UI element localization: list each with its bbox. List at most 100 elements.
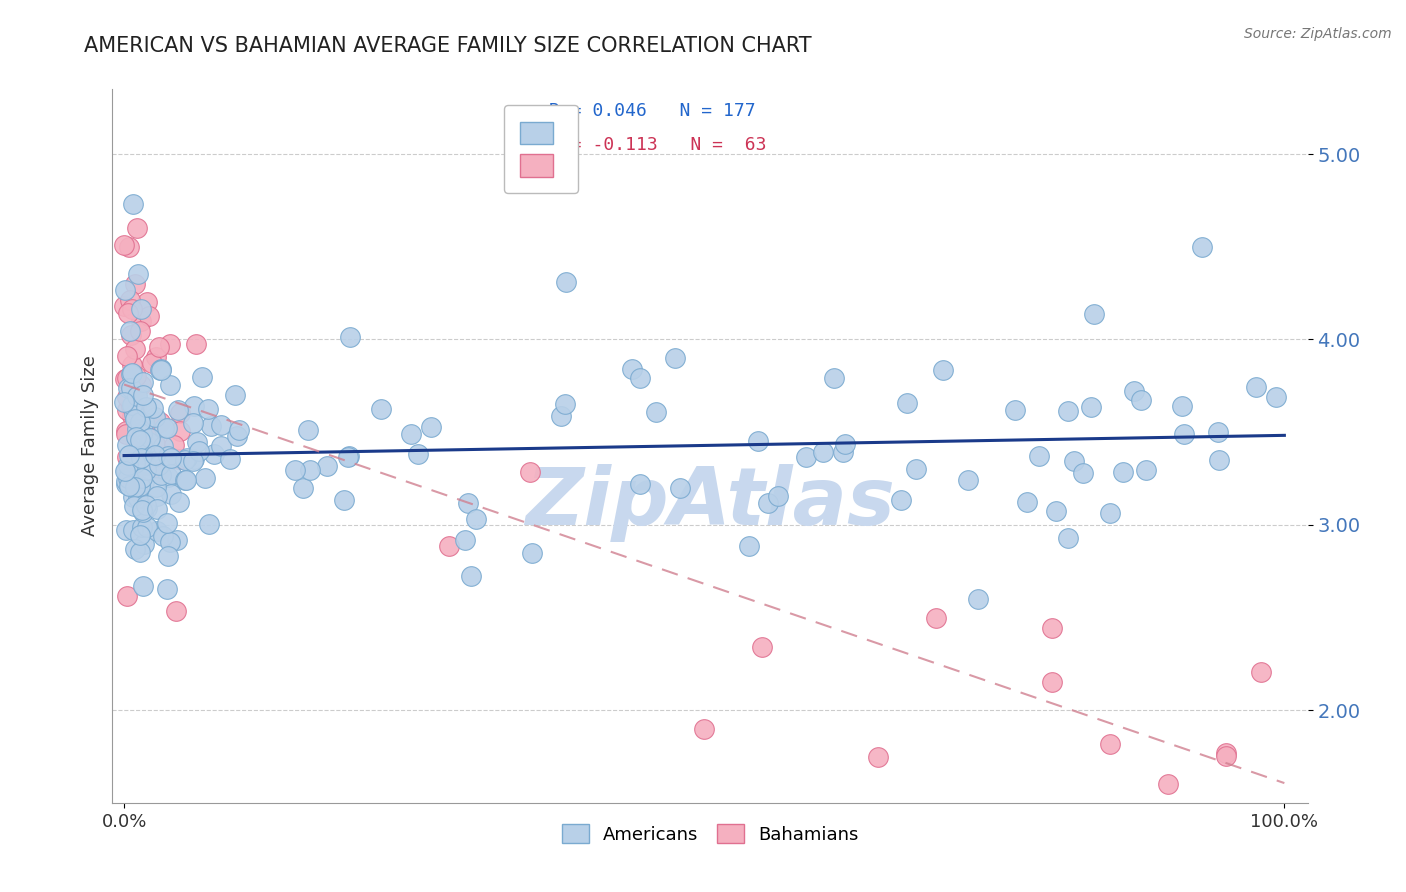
Point [190, 370, 212, 384]
Point [124, 499, 146, 513]
Point [896, 395, 918, 409]
Point [124, 456, 146, 470]
Point [406, 446, 429, 460]
Point [1208, 453, 1230, 467]
Point [1057, 531, 1080, 545]
Point [153, 421, 176, 435]
Point [117, 381, 139, 395]
Point [813, 445, 835, 459]
Point [181, 417, 204, 431]
Point [115, 450, 138, 464]
Point [118, 324, 141, 338]
Point [131, 426, 153, 441]
Point [135, 458, 157, 472]
Point [122, 490, 145, 504]
Point [117, 390, 139, 404]
Point [149, 416, 172, 430]
Point [1250, 665, 1272, 680]
Point [152, 528, 174, 542]
Point [167, 495, 190, 509]
Point [121, 409, 143, 423]
Point [693, 722, 716, 736]
Point [159, 535, 181, 549]
Point [118, 293, 141, 307]
Point [131, 502, 153, 516]
Point [1171, 399, 1194, 413]
Point [141, 356, 163, 370]
Point [120, 399, 142, 413]
Point [145, 351, 167, 365]
Point [118, 448, 141, 462]
Point [125, 429, 148, 443]
Point [141, 420, 163, 434]
Point [162, 438, 184, 452]
Point [1017, 494, 1039, 508]
Point [159, 378, 181, 392]
Point [554, 397, 576, 411]
Point [160, 487, 183, 501]
Point [453, 533, 475, 548]
Point [115, 349, 138, 363]
Point [121, 398, 143, 412]
Point [132, 388, 155, 402]
Point [134, 498, 156, 512]
Point [127, 422, 149, 436]
Point [834, 437, 856, 451]
Point [1040, 621, 1063, 635]
Point [152, 439, 174, 453]
Point [114, 464, 136, 478]
Point [143, 437, 166, 451]
Point [117, 306, 139, 320]
Point [117, 590, 139, 604]
Point [136, 519, 159, 533]
Point [419, 420, 441, 434]
Point [437, 539, 460, 553]
Point [121, 301, 143, 316]
Point [143, 410, 166, 425]
Point [131, 471, 153, 485]
Point [115, 424, 138, 438]
Point [1040, 675, 1063, 690]
Point [118, 240, 141, 254]
Point [1045, 504, 1067, 518]
Point [129, 324, 152, 338]
Point [299, 463, 322, 477]
Point [129, 377, 152, 392]
Point [125, 389, 148, 403]
Point [370, 402, 392, 417]
Point [904, 462, 927, 476]
Point [112, 394, 135, 409]
Point [1099, 738, 1122, 752]
Point [669, 481, 692, 495]
Text: R = 0.046   N = 177: R = 0.046 N = 177 [548, 103, 755, 120]
Point [156, 450, 179, 464]
Point [129, 301, 152, 316]
Point [173, 452, 195, 467]
Point [149, 467, 172, 482]
Y-axis label: Average Family Size: Average Family Size [80, 356, 98, 536]
Point [519, 465, 541, 479]
Point [131, 376, 153, 390]
Point [1063, 454, 1085, 468]
Point [114, 372, 136, 386]
Point [139, 431, 162, 445]
Point [122, 523, 145, 537]
Point [117, 458, 139, 472]
Point [120, 367, 142, 381]
Point [183, 399, 205, 413]
Point [156, 470, 179, 484]
Point [122, 196, 145, 211]
Text: R = -0.113   N =  63: R = -0.113 N = 63 [548, 136, 766, 153]
Point [738, 539, 761, 553]
Point [183, 451, 205, 466]
Point [890, 492, 912, 507]
Point [284, 463, 307, 477]
Point [125, 221, 148, 235]
Point [145, 502, 167, 516]
Point [337, 449, 360, 463]
Point [142, 401, 165, 415]
Point [143, 448, 166, 462]
Point [124, 277, 146, 291]
Point [139, 445, 162, 459]
Point [124, 342, 146, 356]
